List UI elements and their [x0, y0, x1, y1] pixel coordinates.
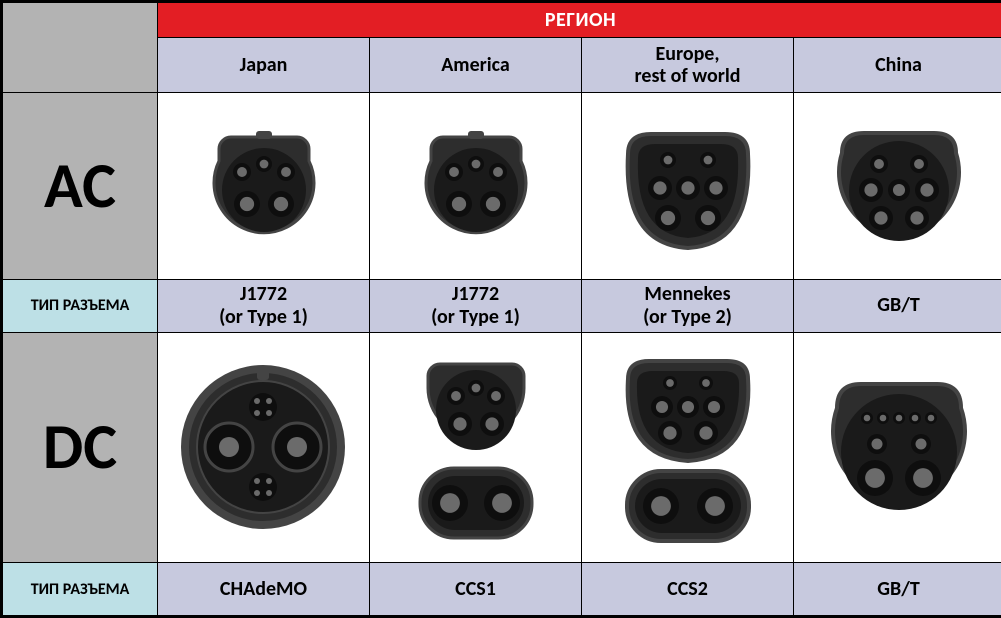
type-dc-japan: CHAdeMO: [158, 563, 370, 616]
type-ac-japan: J1772(or Type 1): [158, 279, 370, 332]
col-header-america: America: [370, 38, 582, 93]
row-header-dc: DC: [3, 332, 158, 563]
row-header-ac: AC: [3, 93, 158, 280]
connector-dc-japan: [158, 332, 370, 563]
connector-ac-europe: [582, 93, 794, 280]
col-header-europe: Europe,rest of world: [582, 38, 794, 93]
col-header-japan: Japan: [158, 38, 370, 93]
connector-ac-china: [794, 93, 1001, 280]
col-header-china: China: [794, 38, 1001, 93]
connector-table: РЕГИОН Japan America Europe,rest of worl…: [2, 2, 1001, 616]
row-header-type-dc: ТИП РАЗЪЕМА: [3, 563, 158, 616]
type-dc-europe: CCS2: [582, 563, 794, 616]
connector-ac-japan: [158, 93, 370, 280]
connector-dc-china: [794, 332, 1001, 563]
type-ac-europe: Mennekes(or Type 2): [582, 279, 794, 332]
connector-dc-europe: [582, 332, 794, 563]
region-header: РЕГИОН: [158, 3, 1001, 38]
type-ac-america: J1772(or Type 1): [370, 279, 582, 332]
connector-dc-america: [370, 332, 582, 563]
type-dc-america: CCS1: [370, 563, 582, 616]
type-dc-china: GB/T: [794, 563, 1001, 616]
corner-blank: [3, 3, 158, 93]
row-header-type-ac: ТИП РАЗЪЕМА: [3, 279, 158, 332]
type-ac-china: GB/T: [794, 279, 1001, 332]
connector-ac-america: [370, 93, 582, 280]
